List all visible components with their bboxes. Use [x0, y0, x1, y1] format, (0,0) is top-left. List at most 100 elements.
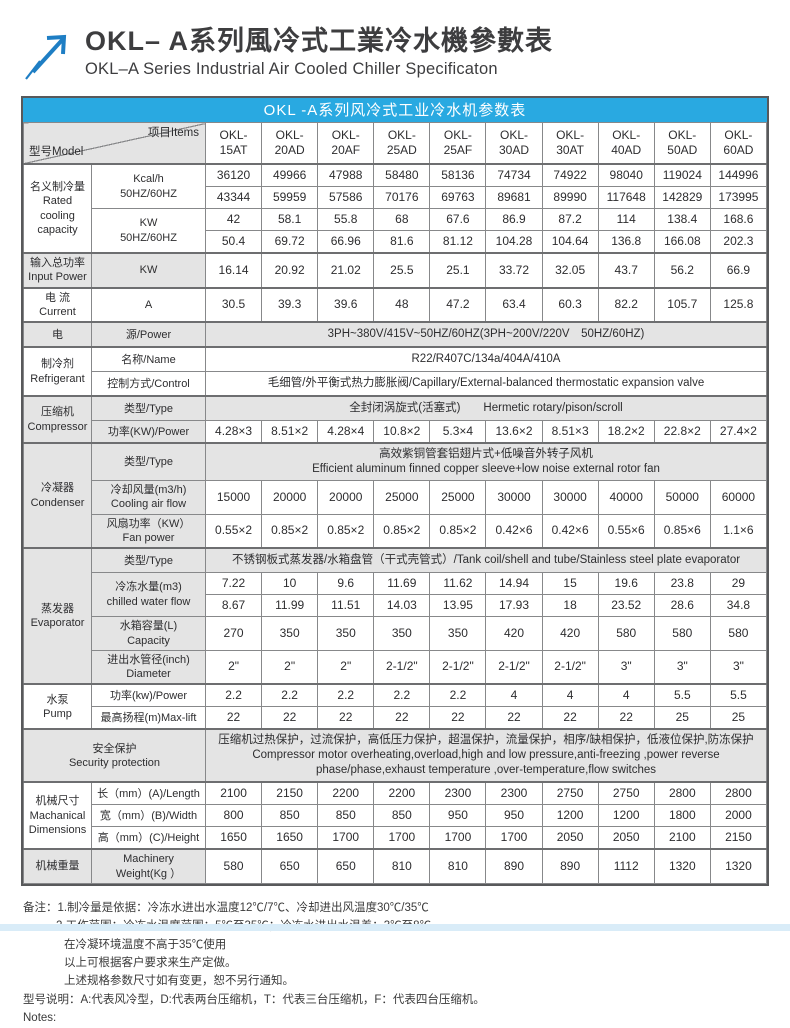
item-cell: 功率(KW)/Power: [91, 420, 206, 444]
value-cell: 87.2: [541, 208, 599, 231]
value-cell: 3": [653, 649, 711, 685]
section-cell: 水泵 Pump: [23, 683, 92, 730]
value-cell: 580: [709, 616, 768, 651]
section-cell: 安全保护 Security protection: [23, 728, 206, 783]
value-cell: 2-1/2": [373, 649, 431, 685]
value-cell: 60000: [709, 480, 768, 515]
value-cell: 5.3×4: [429, 420, 487, 444]
value-cell: 81.6: [373, 230, 431, 254]
value-cell: 0.85×6: [653, 513, 711, 549]
value-cell: 650: [317, 848, 375, 884]
value-cell: 13.6×2: [485, 420, 543, 444]
value-cell: 2-1/2": [541, 649, 599, 685]
value-cell: 42: [204, 208, 263, 231]
page-subtitle: OKL–A Series Industrial Air Cooled Chill…: [85, 60, 498, 79]
value-cell: 23.8: [653, 572, 711, 596]
item-cell: 功率(kw)/Power: [91, 683, 206, 708]
model-column-header: OKL- 25AF: [429, 122, 487, 165]
value-cell: 66.96: [317, 230, 375, 254]
value-cell: 25000: [429, 480, 487, 515]
value-cell: 2300: [429, 781, 487, 806]
value-cell: 19.6: [597, 572, 655, 596]
value-cell: 2.2: [373, 683, 431, 708]
section-cell: 制冷剂 Refrigerant: [23, 346, 92, 397]
value-cell: 22: [317, 706, 375, 730]
value-cell: 2.2: [429, 683, 487, 708]
value-cell: 2300: [485, 781, 543, 806]
value-cell: 13.95: [429, 594, 487, 618]
corner-cell: 型号Model 项目Items: [23, 122, 206, 165]
spec-sheet-page: OKL– A系列風冷式工業冷水機參數表 OKL–A Series Industr…: [21, 0, 769, 1028]
value-cell: 22: [485, 706, 543, 730]
value-cell: 33.72: [485, 252, 543, 289]
value-cell: 89990: [541, 186, 599, 209]
section-cell: 机械尺寸 Machanical Dimensions: [23, 781, 92, 850]
model-column-header: OKL- 40AD: [597, 122, 655, 165]
value-cell: 3": [597, 649, 655, 685]
value-cell: 14.03: [373, 594, 431, 618]
item-cell: 类型/Type: [91, 547, 206, 574]
value-cell: 1320: [653, 848, 711, 884]
value-cell: 1650: [204, 826, 263, 850]
merged-cell: 压缩机过热保护，过流保护，高低压力保护，超温保护，流量保护，相序/缺相保护，低液…: [205, 728, 767, 783]
merged-cell: R22/R407C/134a/404A/410A: [205, 346, 767, 373]
model-column-header: OKL- 30AD: [485, 122, 543, 165]
value-cell: 5.5: [709, 683, 768, 708]
page-title: OKL– A系列風冷式工業冷水機參數表: [85, 26, 554, 56]
model-column-header: OKL- 60AD: [709, 122, 768, 165]
value-cell: 2.2: [317, 683, 375, 708]
value-cell: 2750: [597, 781, 655, 806]
value-cell: 22: [541, 706, 599, 730]
spec-table: 型号Model 项目Items OKL- 15AT OKL- 20AD OKL- 20AF OK…: [23, 122, 768, 884]
value-cell: 850: [317, 804, 375, 828]
item-cell: 名称/Name: [91, 346, 206, 373]
value-cell: 0.55×6: [597, 513, 655, 549]
value-cell: 810: [429, 848, 487, 884]
value-cell: 4: [597, 683, 655, 708]
model-column-header: OKL- 30AT: [541, 122, 599, 165]
model-column-header: OKL- 20AD: [261, 122, 319, 165]
value-cell: 173995: [709, 186, 768, 209]
item-cell: KW: [91, 252, 206, 289]
value-cell: 28.6: [653, 594, 711, 618]
value-cell: 1700: [485, 826, 543, 850]
item-cell: Kcal/h 50HZ/60HZ: [91, 163, 206, 209]
value-cell: 47.2: [429, 286, 487, 323]
value-cell: 29: [709, 572, 768, 596]
value-cell: 142829: [653, 186, 711, 209]
value-cell: 20000: [317, 480, 375, 515]
note-line: 在冷凝环境温度不高于35℃使用: [64, 938, 227, 951]
value-cell: 144996: [709, 163, 768, 187]
value-cell: 890: [541, 848, 599, 884]
value-cell: 55.8: [317, 208, 375, 231]
arrow-logo-icon: [23, 30, 73, 82]
value-cell: 1200: [541, 804, 599, 828]
value-cell: 30000: [541, 480, 599, 515]
value-cell: 2": [204, 649, 263, 685]
value-cell: 98040: [597, 163, 655, 187]
value-cell: 82.2: [597, 286, 655, 323]
value-cell: 22: [429, 706, 487, 730]
value-cell: 10.8×2: [373, 420, 431, 444]
value-cell: 1700: [317, 826, 375, 850]
value-cell: 57586: [317, 186, 375, 209]
note-line: 型号说明：A:代表风冷型，D:代表两台压缩机，T：代表三台压缩机，F：代表四台压…: [23, 993, 485, 1006]
value-cell: 58.1: [261, 208, 319, 231]
item-cell: 水箱容量(L) Capacity: [91, 616, 206, 651]
value-cell: 202.3: [709, 230, 768, 254]
value-cell: 168.6: [709, 208, 768, 231]
value-cell: 25: [653, 706, 711, 730]
value-cell: 580: [653, 616, 711, 651]
value-cell: 36120: [204, 163, 263, 187]
value-cell: 50.4: [204, 230, 263, 254]
value-cell: 350: [429, 616, 487, 651]
value-cell: 17.93: [485, 594, 543, 618]
value-cell: 890: [485, 848, 543, 884]
value-cell: 0.85×2: [429, 513, 487, 549]
header-row: 型号Model 项目Items OKL- 15AT OKL- 20AD OKL- 20AF OK…: [23, 122, 768, 165]
value-cell: 22.8×2: [653, 420, 711, 444]
value-cell: 2150: [261, 781, 319, 806]
value-cell: 15000: [204, 480, 263, 515]
value-cell: 2800: [709, 781, 768, 806]
note-line: 上述规格参数尺寸如有变更，恕不另行通知。: [64, 975, 294, 988]
